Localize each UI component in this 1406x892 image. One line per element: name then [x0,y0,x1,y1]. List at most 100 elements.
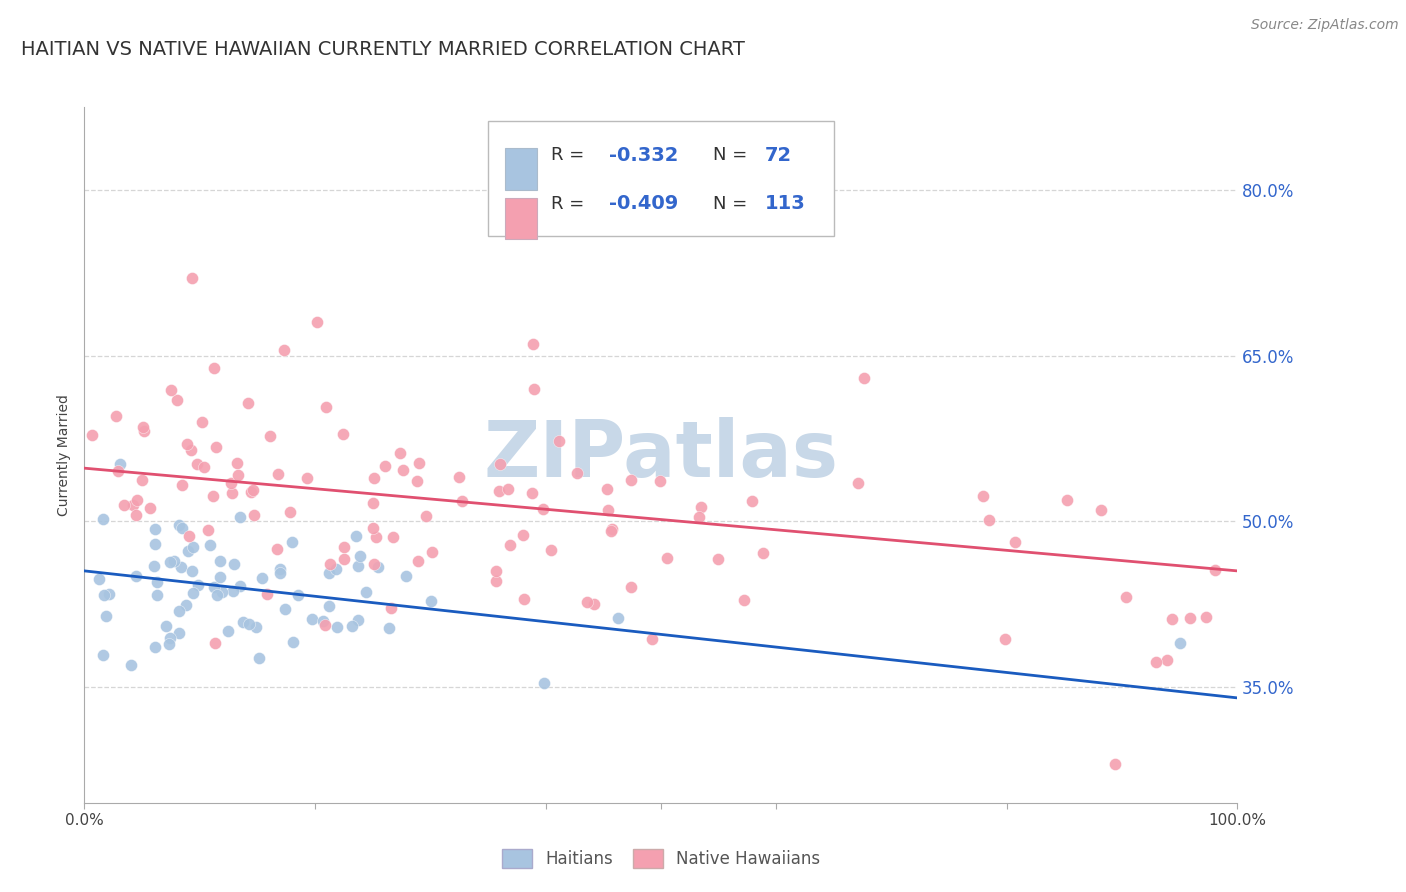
Point [406,475,429,489]
Point [512,592,534,607]
Point [488,484,510,499]
Point [733,593,755,607]
FancyBboxPatch shape [505,198,537,239]
Text: N =: N = [713,194,747,212]
Point [202,580,225,594]
Point [273,343,295,357]
Point [170,560,193,574]
Point [364,530,387,544]
FancyBboxPatch shape [505,148,537,190]
Point [576,595,599,609]
Point [180,442,202,457]
Point [256,587,278,601]
Point [489,457,512,471]
Point [361,521,384,535]
Point [1090,503,1112,517]
Point [132,420,155,434]
Y-axis label: Currently Married: Currently Married [58,394,72,516]
Point [239,485,262,500]
Point [96,608,118,623]
Point [222,583,245,598]
Point [523,382,546,396]
Point [367,560,389,574]
Point [131,473,153,487]
Point [363,557,385,571]
Point [600,522,623,536]
Point [198,538,221,552]
Point [378,621,401,635]
Point [250,572,273,586]
Legend: Haitians, Native Hawaiians: Haitians, Native Hawaiians [495,842,827,874]
Point [363,471,385,485]
Point [305,315,328,329]
Point [242,483,264,498]
Point [596,503,619,517]
Point [127,492,149,507]
Point [531,502,554,516]
Point [281,635,304,649]
Point [297,471,319,485]
Point [374,459,396,474]
Point [599,524,621,539]
Text: 72: 72 [765,146,792,165]
Point [146,588,169,602]
Point [245,619,267,633]
Point [139,500,162,515]
Point [340,618,363,632]
Point [172,521,194,535]
Point [143,537,166,551]
Point [259,429,281,443]
Point [344,529,367,543]
Point [565,467,588,481]
Point [347,559,370,574]
Point [211,584,233,599]
Point [176,543,198,558]
Point [232,615,254,629]
Point [201,489,224,503]
Text: ZIPatlas: ZIPatlas [484,417,838,493]
Point [143,522,166,536]
Point [205,588,228,602]
Point [1195,610,1218,624]
Point [112,498,135,512]
Point [93,588,115,602]
Text: HAITIAN VS NATIVE HAWAIIAN CURRENTLY MARRIED CORRELATION CHART: HAITIAN VS NATIVE HAWAIIAN CURRENTLY MAR… [21,40,745,59]
Point [176,437,198,451]
Point [145,574,167,589]
Point [319,558,342,572]
Point [229,510,252,524]
Point [499,538,522,552]
Point [278,505,301,519]
Point [159,555,181,569]
Point [167,604,190,618]
Point [1144,655,1167,669]
Point [181,540,204,554]
Point [395,569,418,583]
Point [80,428,103,442]
Point [977,512,1000,526]
Point [202,361,225,376]
Point [301,612,323,626]
Point [169,626,191,640]
Point [332,427,354,442]
Point [221,486,243,500]
Point [1104,757,1126,772]
Point [204,440,226,454]
Point [1115,590,1137,604]
Point [287,588,309,602]
Point [167,517,190,532]
Point [582,597,605,611]
Point [236,396,259,410]
Point [177,528,200,542]
Point [349,549,371,563]
Point [281,534,304,549]
Point [447,469,470,483]
Point [157,637,180,651]
Point [155,619,177,633]
Text: -0.409: -0.409 [609,194,678,213]
Point [160,383,183,397]
Point [485,564,508,578]
Point [107,464,129,478]
Point [391,462,413,476]
Point [1178,611,1201,625]
